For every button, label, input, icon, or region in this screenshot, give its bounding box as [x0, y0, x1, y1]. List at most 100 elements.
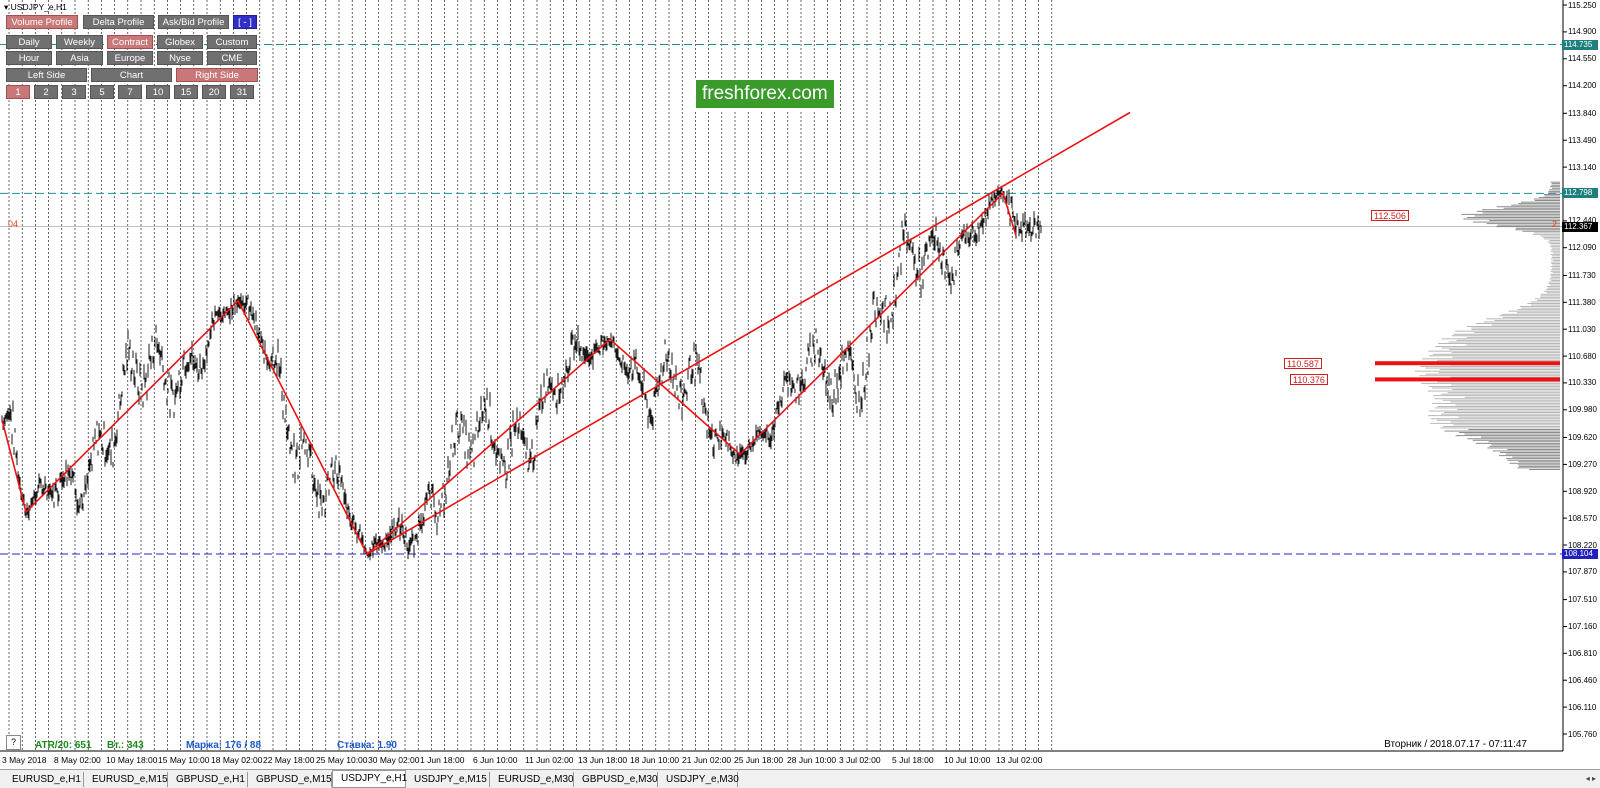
profile-bar — [1551, 257, 1560, 258]
price-axis-label: 114.900 — [1568, 27, 1597, 37]
toolbar-button-7[interactable]: 7 — [118, 85, 142, 99]
chart-tab[interactable]: USDJPY_e,H1 — [332, 770, 407, 788]
time-axis-label: 21 Jun 02:00 — [682, 755, 732, 765]
profile-bar — [1436, 419, 1560, 421]
profile-bar — [1439, 369, 1560, 370]
server-datetime: Вторник / 2018.07.17 - 07:11:47 — [1384, 739, 1527, 750]
profile-bar — [1466, 336, 1560, 338]
profile-bar — [1546, 286, 1560, 288]
profile-bar — [1434, 398, 1560, 400]
price-axis-label: 113.490 — [1568, 135, 1597, 145]
toolbar-button-daily[interactable]: Daily — [6, 35, 52, 49]
tab-scroll-arrows[interactable]: ◂ ▸ — [1585, 774, 1596, 783]
toolbar-button-20[interactable]: 20 — [202, 85, 226, 99]
toolbar-button-weekly[interactable]: Weekly — [56, 35, 103, 49]
profile-bar — [1420, 366, 1560, 367]
toolbar-button-hour[interactable]: Hour — [6, 51, 52, 65]
help-button[interactable]: ? — [6, 735, 21, 750]
profile-bar — [1531, 304, 1560, 306]
profile-bar — [1453, 333, 1560, 335]
toolbar-button-31[interactable]: 31 — [230, 85, 254, 99]
profile-bar — [1437, 343, 1560, 344]
chart-tab[interactable]: GBPUSD_e,H1 — [168, 772, 248, 787]
profile-bar — [1511, 204, 1560, 206]
profile-bar — [1444, 430, 1560, 432]
profile-bar — [1551, 280, 1560, 281]
toolbar-button-3[interactable]: 3 — [62, 85, 86, 99]
toolbar-button-volume-profile[interactable]: Volume Profile — [6, 15, 78, 29]
time-axis-label: 15 May 10:00 — [158, 755, 210, 765]
profile-bar — [1455, 330, 1560, 332]
toolbar-button-1[interactable]: 1 — [6, 85, 30, 99]
poc-bar — [1375, 361, 1560, 366]
time-axis-label: 11 Jun 02:00 — [525, 755, 574, 765]
price-axis-label: 107.160 — [1568, 622, 1597, 631]
profile-bar — [1542, 237, 1560, 238]
profile-bar — [1447, 392, 1560, 394]
chart-tab[interactable]: USDJPY_e,M30 — [658, 772, 739, 787]
chart-tab[interactable]: USDJPY_e,M15 — [406, 772, 490, 787]
chart-tab[interactable]: EURUSD_e,H1 — [4, 772, 84, 787]
price-axis-label: 106.460 — [1568, 675, 1597, 685]
dropdown-arrow-icon[interactable]: ▾ — [4, 2, 9, 12]
profile-bar — [1457, 409, 1560, 410]
profile-bar — [1533, 198, 1560, 200]
price-axis-label: 111.730 — [1568, 270, 1596, 280]
profile-bar — [1521, 307, 1560, 309]
toolbar-button-custom[interactable]: Custom — [207, 35, 257, 49]
profile-bar — [1442, 399, 1560, 401]
profile-bar — [1486, 223, 1560, 225]
toolbar-button-chart[interactable]: Chart — [91, 68, 172, 82]
toolbar-button-contract[interactable]: Contract — [107, 35, 153, 49]
rate-readout: Ставка: 1.90 — [337, 740, 397, 751]
profile-bar — [1518, 461, 1560, 463]
chart-tab[interactable]: EURUSD_e,M15 — [84, 772, 168, 787]
price-axis-label: 109.270 — [1568, 459, 1597, 469]
toolbar-button-5[interactable]: 5 — [90, 85, 114, 99]
profile-bar — [1471, 329, 1560, 331]
profile-bar — [1437, 381, 1560, 383]
toolbar-button-asia[interactable]: Asia — [56, 51, 103, 65]
chart-tab[interactable]: GBPUSD_e,M30 — [574, 772, 658, 787]
profile-bar — [1515, 227, 1560, 229]
profile-bar — [1450, 421, 1560, 423]
profile-bar — [1549, 278, 1560, 280]
toolbar-button-right-side[interactable]: Right Side — [176, 68, 258, 82]
toolbar-button-nyse[interactable]: Nyse — [157, 51, 203, 65]
profile-bar — [1453, 424, 1560, 426]
margin-readout: Маржа: 176 / 88 — [186, 740, 262, 751]
profile-bar — [1549, 281, 1560, 283]
price-axis-label: 108.570 — [1568, 513, 1597, 523]
toolbar-button-europe[interactable]: Europe — [107, 51, 153, 65]
profile-bar — [1500, 452, 1560, 453]
price-chart[interactable] — [0, 0, 1600, 769]
profile-bar — [1527, 303, 1560, 304]
toolbar-button-cme[interactable]: CME — [207, 51, 257, 65]
profile-bar — [1543, 194, 1560, 195]
profile-bar — [1502, 316, 1560, 318]
profile-bar — [1476, 210, 1560, 212]
price-axis-label: 113.840 — [1568, 108, 1597, 118]
profile-bar — [1414, 370, 1560, 372]
profile-bar — [1471, 327, 1560, 329]
profile-bar — [1547, 241, 1560, 243]
profile-bar — [1550, 258, 1560, 260]
toolbar-button-left-side[interactable]: Left Side — [6, 68, 87, 82]
time-axis-label: 3 Jul 02:00 — [839, 755, 881, 765]
toolbar-button-ask-bid-profile[interactable]: Ask/Bid Profile — [158, 15, 229, 29]
time-axis-label: 5 Jul 18:00 — [892, 755, 934, 765]
toolbar-button-10[interactable]: 10 — [146, 85, 170, 99]
toolbar-button-15[interactable]: 15 — [174, 85, 198, 99]
toolbar-button-globex[interactable]: Globex — [157, 35, 203, 49]
toolbar-button-2[interactable]: 2 — [34, 85, 58, 99]
toolbar-button-delta-profile[interactable]: Delta Profile — [83, 15, 154, 29]
toolbar-button-[interactable]: [ - ] — [233, 15, 257, 29]
chart-tab[interactable]: GBPUSD_e,M15 — [248, 772, 332, 787]
profile-bar — [1548, 192, 1560, 194]
time-axis-label: 8 May 02:00 — [54, 755, 101, 765]
time-axis-label: 10 May 18:00 — [106, 755, 158, 765]
chart-tab[interactable]: EURUSD_e,M30 — [490, 772, 574, 787]
profile-bar — [1550, 270, 1560, 272]
profile-bar — [1486, 318, 1560, 320]
